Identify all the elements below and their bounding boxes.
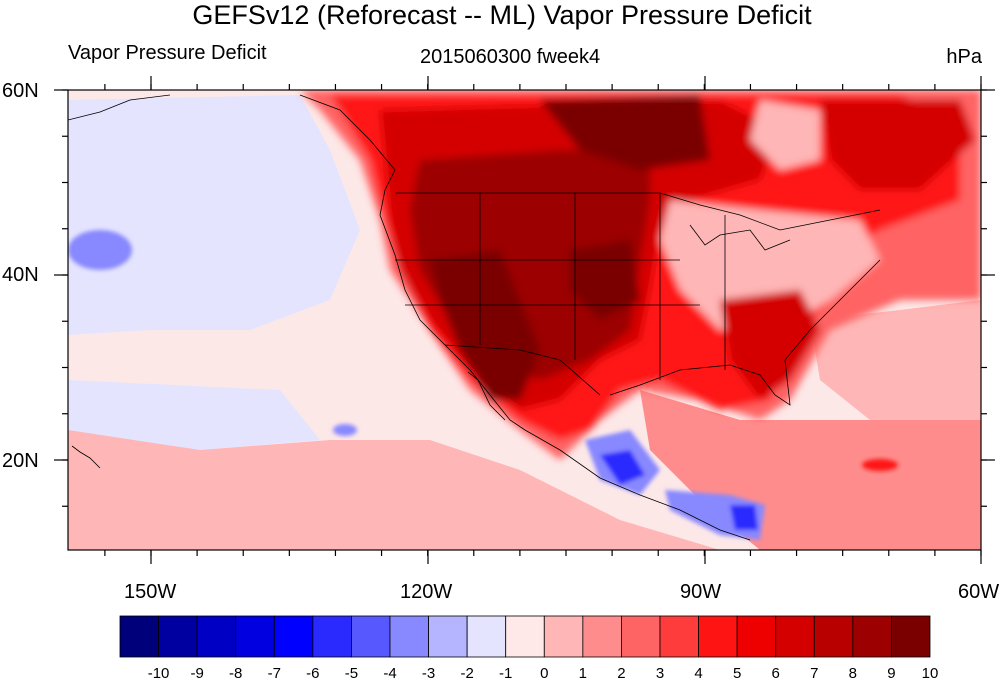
colorbar-tick-label: -10 [147, 665, 170, 682]
great-lakes [689, 224, 791, 251]
colorbar-tick-label: 10 [921, 665, 939, 682]
atlantic-pink-region [810, 300, 981, 420]
colorbar-tick-label: 2 [617, 665, 626, 682]
hawaii-cool-spot [333, 424, 357, 436]
southwest-extreme [430, 250, 540, 400]
colorbar-tick-label: -8 [229, 665, 243, 682]
colorbar-tick-label: -6 [306, 665, 320, 682]
colorbar-swatch [505, 615, 545, 658]
colorbar-swatch [543, 615, 584, 658]
colorbar-tick-label: -7 [267, 665, 281, 682]
pacific-cool-region-south [68, 380, 320, 450]
forecast-date-label: 2015060300 fweek4 [420, 46, 601, 68]
alaska-coast [68, 94, 171, 121]
colorbar-tick-label: -3 [421, 665, 436, 682]
mexico-pacific-coast [524, 429, 751, 541]
tropical-warm-band [68, 430, 720, 550]
colorbar-tick-label: -9 [190, 665, 204, 682]
eastern-us-mild [660, 200, 880, 330]
colorbar-swatch [775, 615, 815, 658]
hudson-bay-mild [750, 100, 820, 170]
colorbar-swatch [582, 615, 622, 658]
colorbar-swatch [389, 615, 429, 658]
great-lakes-border [659, 192, 881, 231]
lon-label-120w: 120W [400, 581, 453, 603]
colorbar-swatch [813, 615, 854, 658]
units-label: hPa [946, 46, 982, 68]
colorbar [119, 615, 931, 658]
lon-label-150w: 150W [124, 581, 177, 603]
central-america-cold-core [730, 505, 758, 530]
pacific-cool-region [68, 95, 360, 335]
variable-label: Vapor Pressure Deficit [68, 42, 267, 64]
colorbar-swatch [235, 615, 275, 658]
colorbar-tick-label: 6 [771, 665, 780, 682]
baja-california [467, 371, 506, 421]
vpd-field [68, 90, 981, 550]
colorbar-swatch [428, 615, 468, 658]
axis-ticks [54, 76, 995, 564]
lon-label-90w: 90W [680, 581, 722, 603]
hawaii-islands [71, 445, 101, 469]
caribbean-hot-spot [862, 459, 898, 471]
mexico-cold-core [600, 450, 645, 485]
us-mexico-border [444, 344, 601, 396]
colorbar-swatch [466, 615, 507, 658]
pacific-cool-spot [68, 230, 132, 270]
colorbar-tick-label: -5 [344, 665, 359, 682]
colorbar-swatch [158, 615, 198, 658]
colorbar-tick-label: 0 [540, 665, 549, 682]
southeast-hot [720, 290, 820, 400]
colorbar-tick-label: 4 [694, 665, 703, 682]
map-title: GEFSv12 (Reforecast -- ML) Vapor Pressur… [192, 0, 812, 30]
lat-label-20n: 20N [2, 450, 39, 472]
colorbar-swatch [736, 615, 777, 658]
map-frame [67, 89, 982, 551]
lat-label-40n: 40N [2, 264, 39, 286]
gulf-and-atlantic-coast [609, 259, 881, 406]
colorbar-swatch [698, 615, 738, 658]
colorbar-tick-label: -1 [499, 665, 513, 682]
colorbar-swatch [621, 615, 661, 658]
colorbar-tick-label: -2 [460, 665, 474, 682]
colorbar-swatch [196, 615, 237, 658]
colorbar-swatch [659, 615, 699, 658]
quebec-hot [820, 100, 975, 190]
colorbar-swatch [273, 615, 314, 658]
colorbar-swatch [119, 615, 159, 658]
colorbar-tick-label: 7 [810, 665, 819, 682]
colorbar-tick-label: -4 [383, 665, 397, 682]
colorbar-swatch [351, 615, 391, 658]
lon-label-60w: 60W [958, 581, 1000, 603]
colorbar-tick-label: 3 [655, 665, 665, 682]
colorbar-tick-label: 5 [732, 665, 742, 682]
colorbar-tick-label: 8 [848, 665, 858, 682]
colorbar-tick-label: 9 [887, 665, 896, 682]
coastlines-and-borders [68, 94, 881, 541]
colorbar-tick-label: 1 [578, 665, 588, 682]
lat-label-60n: 60N [2, 80, 39, 102]
colorbar-swatch [852, 615, 892, 658]
pacific-northwest-coast [299, 94, 396, 216]
colorbar-swatch [891, 615, 931, 658]
colorbar-swatch [312, 615, 352, 658]
canada-prairies-extreme [540, 95, 710, 170]
